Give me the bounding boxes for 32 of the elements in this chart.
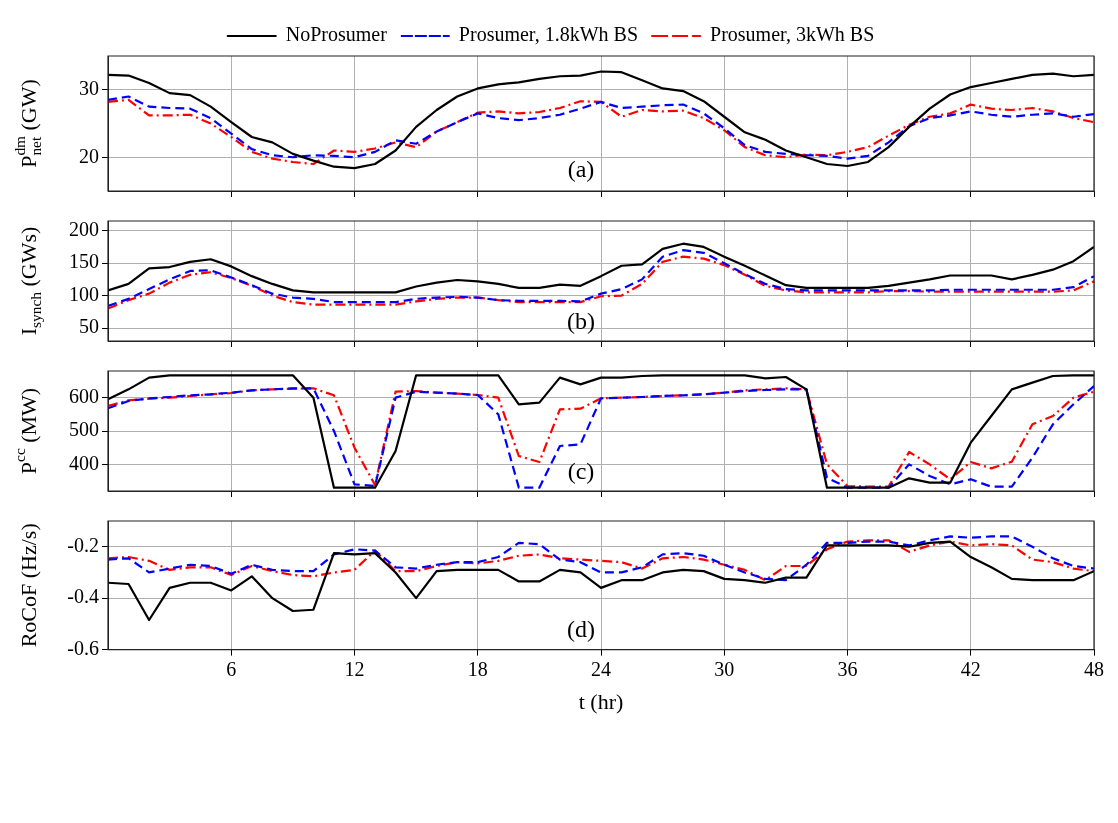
x-tick-label: 6 (226, 657, 237, 680)
annotation: (a) (567, 156, 595, 183)
x-axis-title: t (hr) (578, 688, 624, 714)
y-axis-title: Pcc (MW) (11, 387, 41, 475)
legend-label: NoProsumer (285, 23, 388, 46)
y-tick-label: -0.6 (67, 636, 99, 659)
x-tick-label: 18 (467, 657, 488, 680)
legend-label: Prosumer, 1.8kWh BS (458, 23, 639, 46)
y-tick-label: -0.2 (67, 533, 99, 556)
x-tick-label: 12 (344, 657, 365, 680)
y-tick-label: 150 (69, 250, 99, 273)
y-tick-label: 50 (79, 315, 99, 338)
x-tick-label: 48 (1084, 657, 1104, 680)
annotation: (c) (567, 458, 595, 485)
annotation: (d) (567, 615, 595, 642)
y-tick-label: 100 (69, 282, 99, 305)
x-tick-label: 24 (591, 657, 611, 680)
x-tick-label: 30 (714, 657, 735, 680)
y-tick-label: 600 (69, 384, 99, 407)
legend-label: Prosumer, 3kWh BS (710, 23, 875, 46)
y-tick-label: 30 (79, 77, 99, 99)
y-tick-label: -0.4 (67, 585, 99, 608)
y-axis-title: Isynch (GWs) (15, 226, 44, 336)
annotation: (b) (567, 308, 595, 335)
y-tick-label: 500 (69, 418, 99, 441)
y-tick-label: 20 (79, 144, 99, 167)
x-tick-label: 42 (960, 657, 981, 680)
y-tick-label: 200 (69, 217, 99, 240)
y-axis-title: Pdmnet (GW) (11, 79, 44, 168)
y-axis-title: RoCoF (Hz/s) (15, 523, 41, 648)
y-tick-label: 400 (69, 451, 99, 474)
x-tick-label: 36 (837, 657, 858, 680)
